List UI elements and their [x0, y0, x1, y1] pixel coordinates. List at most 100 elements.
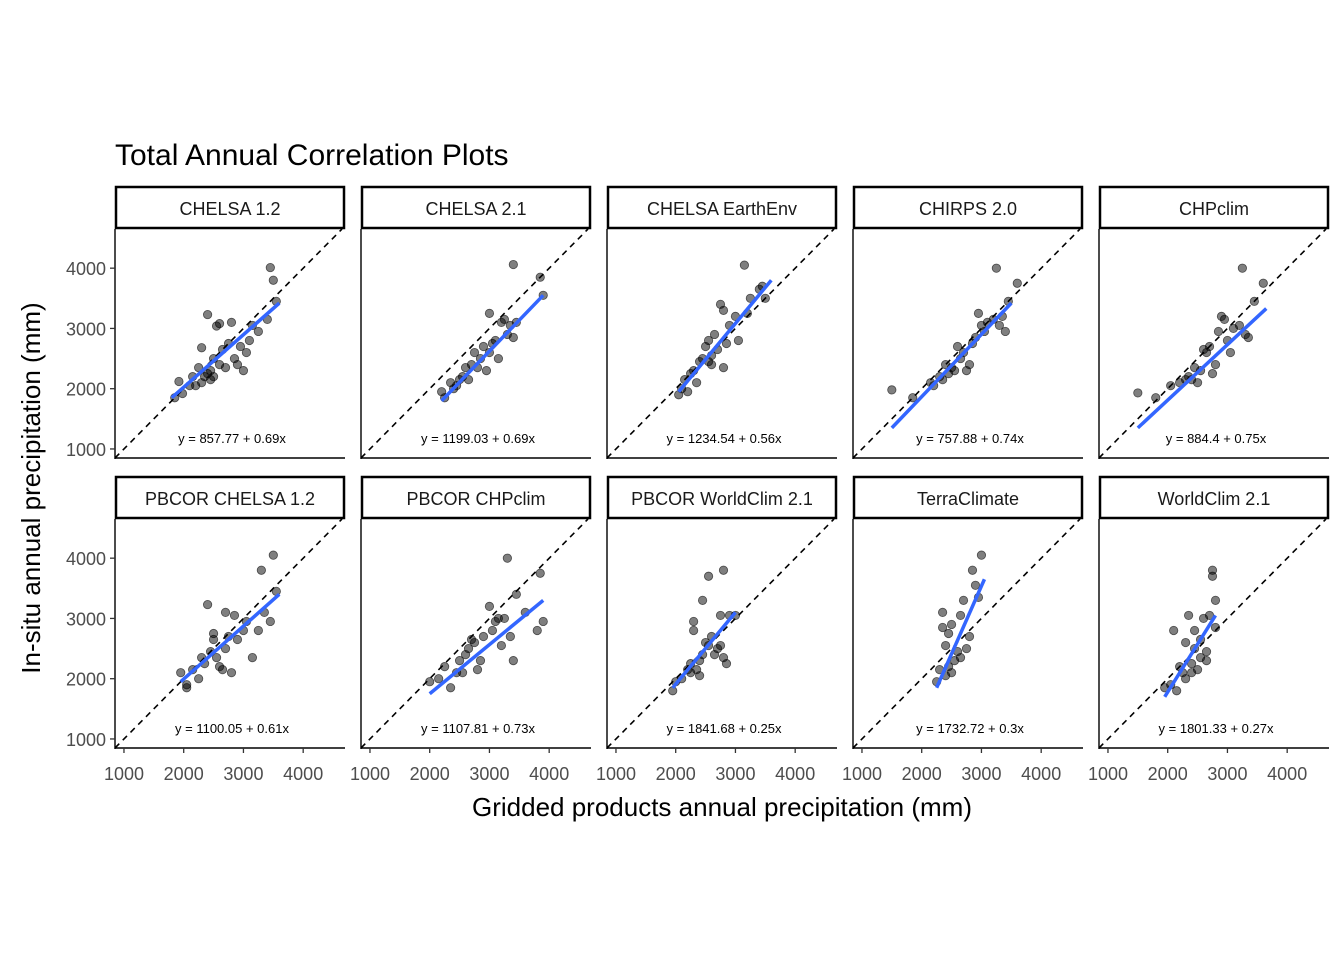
data-point: [1184, 610, 1194, 621]
data-point: [1169, 625, 1179, 636]
panel-strip: [1098, 475, 1330, 520]
data-point: [229, 610, 240, 621]
data-point: [1201, 656, 1212, 666]
data-point: [220, 643, 231, 654]
regression-equation: y = 1732.72 + 0.3x: [916, 721, 1024, 736]
data-point: [232, 359, 243, 370]
x-tick-label: 2000: [164, 764, 204, 784]
data-point: [508, 656, 518, 666]
y-tick-label: 4000: [66, 259, 106, 279]
data-point: [469, 347, 480, 358]
data-point: [1172, 686, 1182, 696]
data-point: [182, 683, 192, 693]
y-tick-label: 2000: [66, 380, 106, 400]
data-point: [721, 338, 732, 349]
y-tick-label: 1000: [66, 730, 106, 750]
x-tick-label: 2000: [1148, 764, 1188, 784]
panel-terraclimate: TerraClimate y = 1732.72 + 0.3x 1000 2000 30…: [842, 475, 1084, 784]
panel-chelsa-2-1: CHELSA 2.1 y = 1199.03 + 0.69x: [360, 185, 592, 459]
regression-equation: y = 857.77 + 0.69x: [178, 431, 286, 446]
data-point: [1210, 359, 1221, 370]
data-point: [706, 359, 717, 370]
data-point: [952, 341, 963, 352]
data-point: [253, 625, 263, 636]
panel-strip: [606, 475, 838, 520]
x-tick-label: 4000: [775, 764, 815, 784]
data-point: [226, 668, 237, 678]
data-point: [454, 656, 465, 666]
data-point: [938, 607, 948, 618]
data-point: [943, 628, 954, 639]
data-point: [256, 565, 266, 575]
y-axis-label: In-situ annual precipitation (mm): [16, 302, 46, 673]
data-point: [739, 260, 750, 270]
data-point: [538, 616, 548, 627]
panel-strip-label: CHPclim: [1179, 199, 1249, 219]
data-point: [689, 616, 699, 627]
data-point: [241, 347, 252, 358]
data-point: [1210, 622, 1221, 633]
data-point: [991, 263, 1001, 273]
regression-equation: y = 757.88 + 0.74x: [916, 431, 1024, 446]
data-point: [1012, 278, 1022, 288]
data-point: [265, 616, 275, 627]
data-point: [487, 625, 498, 636]
data-point: [958, 595, 969, 605]
x-tick-label: 3000: [715, 764, 755, 784]
panel-strip: [852, 475, 1084, 520]
panel-strip: [852, 185, 1084, 230]
reference-line: [360, 518, 589, 749]
panel-worldclim-2-1: WorldClim 2.1 y = 1801.33 + 0.27x 1000 2000…: [1088, 475, 1330, 784]
fit-line: [1136, 307, 1268, 430]
data-point: [1192, 665, 1203, 675]
data-point: [1189, 625, 1200, 636]
y-tick-label: 2000: [66, 670, 106, 690]
panel-strip: [360, 475, 592, 520]
y-tick-label: 1000: [66, 440, 106, 460]
data-point: [1133, 388, 1143, 398]
panel-chirps-2-0: CHIRPS 2.0 y = 757.88 + 0.74x: [852, 185, 1084, 459]
data-point: [715, 610, 726, 621]
panel-pbcor-chelsa-1-2: PBCOR CHELSA 1.2 y = 1100.05 + 0.61x 1000 2…: [66, 475, 346, 784]
x-tick-label: 1000: [596, 764, 636, 784]
data-point: [1207, 369, 1218, 379]
y-tick-label: 3000: [66, 319, 106, 339]
reference-line: [1098, 518, 1327, 749]
data-point: [976, 550, 987, 560]
fit-line: [671, 611, 737, 689]
data-point: [469, 637, 480, 648]
data-point: [502, 553, 512, 563]
panel-strip: [114, 185, 346, 230]
x-tick-label: 4000: [1267, 764, 1307, 784]
data-point: [268, 275, 278, 285]
data-point: [226, 317, 237, 328]
data-point: [973, 308, 984, 318]
data-point: [718, 363, 729, 373]
x-tick-label: 3000: [223, 764, 263, 784]
regression-equation: y = 1199.03 + 0.69x: [421, 431, 535, 446]
data-point: [247, 653, 258, 663]
reference-line: [1098, 228, 1327, 459]
data-point: [472, 665, 483, 675]
data-point: [505, 631, 515, 642]
data-point: [1237, 263, 1247, 273]
regression-equation: y = 1801.33 + 0.27x: [1159, 721, 1274, 736]
data-point: [694, 671, 705, 681]
panel-strip-label: PBCOR CHPclim: [406, 489, 545, 509]
data-point: [718, 305, 729, 315]
x-tick-label: 1000: [1088, 764, 1128, 784]
data-point: [532, 625, 542, 636]
data-point: [194, 674, 204, 684]
data-point: [1192, 378, 1203, 388]
x-tick-label: 3000: [1207, 764, 1247, 784]
data-point: [721, 659, 732, 669]
data-point: [1258, 278, 1268, 288]
data-point: [733, 335, 744, 346]
reference-line: [606, 228, 835, 459]
panel-strip-label: WorldClim 2.1: [1158, 489, 1271, 509]
panel-strip-label: CHELSA EarthEnv: [647, 199, 797, 219]
data-point: [955, 610, 966, 621]
data-point: [508, 332, 518, 343]
data-point: [703, 335, 714, 346]
